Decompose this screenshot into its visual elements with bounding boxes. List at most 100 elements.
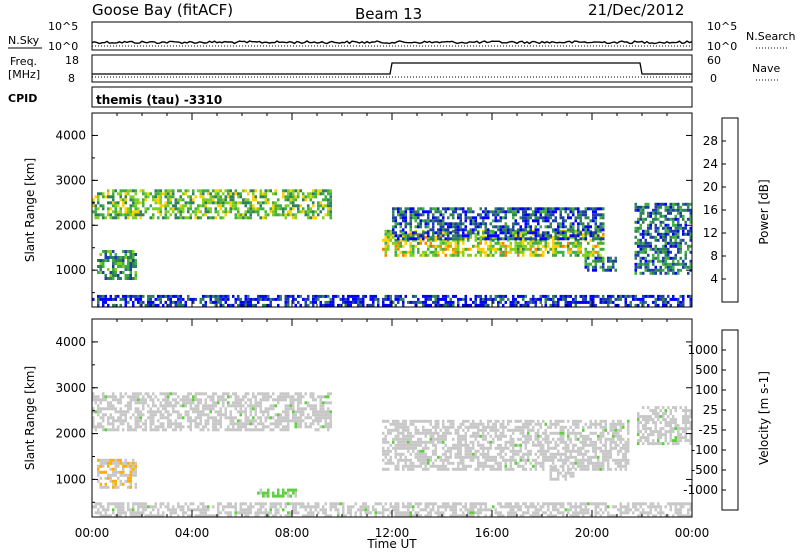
cell-velocity	[627, 437, 630, 441]
cell-power	[537, 253, 540, 257]
cell-velocity	[489, 446, 492, 450]
cell-velocity	[142, 395, 145, 399]
cell-power	[319, 210, 322, 214]
cell-velocity	[277, 413, 280, 417]
cell-velocity	[434, 452, 437, 456]
cell-velocity	[647, 436, 650, 440]
cell-velocity	[114, 479, 117, 483]
cell-power	[299, 294, 302, 298]
cell-power	[124, 274, 127, 277]
cell-power	[189, 198, 192, 202]
cell-velocity	[129, 425, 132, 429]
cell-power	[412, 213, 415, 217]
cell-power	[394, 207, 397, 211]
cell-velocity	[467, 452, 470, 456]
cell-velocity	[637, 424, 640, 428]
cell-velocity	[579, 464, 582, 468]
cell-power	[577, 238, 580, 242]
cell-velocity	[202, 392, 205, 396]
cell-power	[649, 259, 652, 263]
cell-power	[454, 222, 457, 226]
cell-power	[242, 198, 245, 202]
cell-power	[559, 207, 562, 211]
cell-power	[544, 244, 547, 248]
cell-power	[462, 228, 465, 232]
cell-velocity	[174, 401, 177, 405]
cell-velocity	[119, 470, 122, 474]
cell-power	[114, 216, 117, 220]
cell-velocity	[109, 428, 112, 432]
cell-power	[459, 222, 462, 226]
cell-power	[537, 297, 540, 301]
cell-velocity	[447, 446, 450, 450]
cell-velocity	[102, 392, 105, 396]
cell-power	[644, 217, 647, 221]
cell-power	[574, 250, 577, 254]
cell-velocity	[97, 470, 100, 474]
cell-power	[462, 210, 465, 214]
cell-power	[609, 300, 612, 304]
cell-power	[112, 201, 115, 205]
cell-power	[494, 231, 497, 235]
cell-power	[439, 244, 442, 248]
cell-power	[449, 225, 452, 229]
cell-power	[502, 250, 505, 254]
cell-power	[274, 207, 277, 211]
cell-power	[594, 250, 597, 254]
cell-power	[402, 219, 405, 223]
cell-power	[679, 300, 682, 304]
cell-velocity	[514, 419, 517, 423]
cell-velocity	[219, 395, 222, 399]
cell-power	[122, 256, 125, 259]
cell-power	[97, 259, 100, 262]
cell-power	[602, 232, 605, 236]
cell-power	[369, 303, 372, 307]
cell-velocity	[319, 398, 322, 402]
cell-power	[487, 213, 490, 217]
cell-power	[644, 294, 647, 298]
cell-velocity	[129, 470, 132, 474]
cell-velocity	[327, 401, 330, 405]
cell-velocity	[179, 398, 182, 402]
cell-velocity	[152, 422, 155, 426]
cell-velocity	[532, 419, 535, 423]
cell-power	[414, 213, 417, 217]
cell-power	[432, 253, 435, 257]
cell-power	[634, 297, 637, 301]
cell-velocity	[549, 440, 552, 444]
cell-velocity	[554, 431, 557, 435]
cell-power	[662, 303, 665, 307]
cell-power	[572, 207, 575, 211]
cell-velocity	[244, 413, 247, 417]
cell-velocity	[194, 407, 197, 411]
cell-velocity	[124, 404, 127, 408]
cell-velocity	[272, 407, 275, 411]
cell-power	[269, 303, 272, 307]
cell-velocity	[594, 431, 597, 435]
cell-power	[577, 234, 580, 238]
cell-velocity	[569, 425, 572, 429]
cell-power	[562, 225, 565, 229]
cell-power	[97, 265, 100, 268]
cell-velocity	[584, 422, 587, 426]
cell-velocity	[617, 431, 620, 435]
cell-velocity	[434, 431, 437, 435]
cell-velocity	[324, 395, 327, 399]
cell-power	[527, 216, 530, 220]
cell-velocity	[197, 422, 200, 426]
cell-velocity	[249, 401, 252, 405]
cell-power	[409, 207, 412, 211]
cell-power	[612, 265, 615, 269]
cell-power	[642, 247, 645, 251]
cell-velocity	[502, 422, 505, 426]
cell-power	[157, 207, 160, 211]
cell-velocity	[219, 422, 222, 426]
cell-velocity	[654, 406, 657, 410]
cell-power	[104, 195, 107, 199]
cell-power	[124, 268, 127, 271]
cell-power	[497, 237, 500, 241]
cell-velocity	[164, 398, 167, 402]
cell-velocity	[107, 401, 110, 405]
cell-velocity	[239, 398, 242, 402]
cell-power	[107, 256, 110, 259]
